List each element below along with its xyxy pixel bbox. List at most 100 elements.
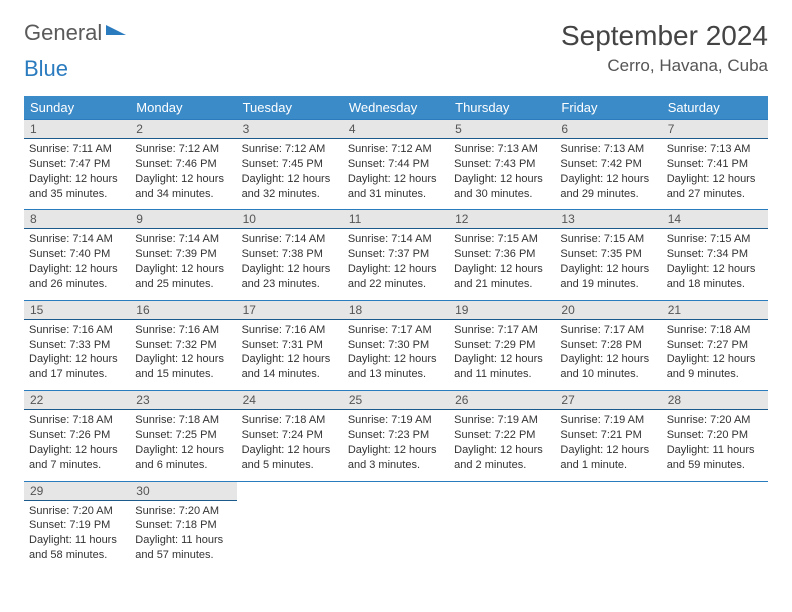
sunset: Sunset: 7:18 PM bbox=[135, 518, 231, 533]
day-cell: Sunrise: 7:20 AMSunset: 7:18 PMDaylight:… bbox=[130, 500, 236, 571]
day-number: 14 bbox=[662, 210, 768, 229]
sunrise: Sunrise: 7:19 AM bbox=[454, 413, 550, 428]
day-number: 7 bbox=[662, 120, 768, 139]
day-cell: Sunrise: 7:18 AMSunset: 7:26 PMDaylight:… bbox=[24, 410, 130, 481]
day-cell: Sunrise: 7:18 AMSunset: 7:25 PMDaylight:… bbox=[130, 410, 236, 481]
daylight: Daylight: 12 hours and 22 minutes. bbox=[348, 262, 444, 292]
sunrise: Sunrise: 7:18 AM bbox=[135, 413, 231, 428]
day-cell: Sunrise: 7:17 AMSunset: 7:29 PMDaylight:… bbox=[449, 319, 555, 390]
sunrise: Sunrise: 7:18 AM bbox=[242, 413, 338, 428]
daynum-row: 2930 bbox=[24, 481, 768, 500]
daylight: Daylight: 11 hours and 58 minutes. bbox=[29, 533, 125, 563]
daylight: Daylight: 11 hours and 59 minutes. bbox=[667, 443, 763, 473]
sunset: Sunset: 7:38 PM bbox=[242, 247, 338, 262]
sunset: Sunset: 7:19 PM bbox=[29, 518, 125, 533]
sunset: Sunset: 7:47 PM bbox=[29, 157, 125, 172]
sunset: Sunset: 7:27 PM bbox=[667, 338, 763, 353]
day-cell: Sunrise: 7:14 AMSunset: 7:39 PMDaylight:… bbox=[130, 229, 236, 300]
daylight: Daylight: 12 hours and 1 minute. bbox=[560, 443, 656, 473]
sunset: Sunset: 7:41 PM bbox=[667, 157, 763, 172]
sunrise: Sunrise: 7:13 AM bbox=[667, 142, 763, 157]
day-number: 1 bbox=[24, 120, 130, 139]
day-cell: Sunrise: 7:13 AMSunset: 7:43 PMDaylight:… bbox=[449, 139, 555, 210]
day-number: 27 bbox=[555, 391, 661, 410]
day-cell bbox=[662, 500, 768, 571]
sunrise: Sunrise: 7:14 AM bbox=[135, 232, 231, 247]
day-cell bbox=[237, 500, 343, 571]
day-cell: Sunrise: 7:12 AMSunset: 7:46 PMDaylight:… bbox=[130, 139, 236, 210]
sunset: Sunset: 7:39 PM bbox=[135, 247, 231, 262]
sunset: Sunset: 7:26 PM bbox=[29, 428, 125, 443]
sunset: Sunset: 7:20 PM bbox=[667, 428, 763, 443]
sunrise: Sunrise: 7:14 AM bbox=[29, 232, 125, 247]
sunset: Sunset: 7:44 PM bbox=[348, 157, 444, 172]
sunrise: Sunrise: 7:14 AM bbox=[242, 232, 338, 247]
day-cell: Sunrise: 7:14 AMSunset: 7:37 PMDaylight:… bbox=[343, 229, 449, 300]
day-number: 20 bbox=[555, 300, 661, 319]
dow-mon: Monday bbox=[130, 96, 236, 120]
day-number: 23 bbox=[130, 391, 236, 410]
daynum-row: 15161718192021 bbox=[24, 300, 768, 319]
logo-word1: General bbox=[24, 20, 102, 46]
title-block: September 2024 Cerro, Havana, Cuba bbox=[561, 20, 768, 76]
daylight: Daylight: 12 hours and 18 minutes. bbox=[667, 262, 763, 292]
daylight: Daylight: 12 hours and 7 minutes. bbox=[29, 443, 125, 473]
day-number: 18 bbox=[343, 300, 449, 319]
day-number: 9 bbox=[130, 210, 236, 229]
day-number: 6 bbox=[555, 120, 661, 139]
day-number: 29 bbox=[24, 481, 130, 500]
sunrise: Sunrise: 7:17 AM bbox=[454, 323, 550, 338]
day-number: 12 bbox=[449, 210, 555, 229]
day-cell: Sunrise: 7:16 AMSunset: 7:32 PMDaylight:… bbox=[130, 319, 236, 390]
day-cell: Sunrise: 7:17 AMSunset: 7:28 PMDaylight:… bbox=[555, 319, 661, 390]
daylight: Daylight: 12 hours and 6 minutes. bbox=[135, 443, 231, 473]
day-number: 16 bbox=[130, 300, 236, 319]
day-number: 19 bbox=[449, 300, 555, 319]
daylight: Daylight: 12 hours and 25 minutes. bbox=[135, 262, 231, 292]
day-number bbox=[237, 481, 343, 500]
week-row: Sunrise: 7:11 AMSunset: 7:47 PM Daylight:… bbox=[24, 139, 768, 210]
day-cell: Sunrise: 7:20 AMSunset: 7:20 PMDaylight:… bbox=[662, 410, 768, 481]
day-cell: Sunrise: 7:19 AMSunset: 7:21 PMDaylight:… bbox=[555, 410, 661, 481]
logo-word2: Blue bbox=[24, 56, 68, 81]
day-cell: Sunrise: 7:11 AMSunset: 7:47 PMDaylight:… bbox=[24, 139, 130, 210]
daylight: Daylight: 12 hours and 30 minutes. bbox=[454, 172, 550, 202]
sunset: Sunset: 7:33 PM bbox=[29, 338, 125, 353]
day-number: 15 bbox=[24, 300, 130, 319]
sunrise: Sunrise: 7:17 AM bbox=[348, 323, 444, 338]
month-title: September 2024 bbox=[561, 20, 768, 52]
sunset: Sunset: 7:23 PM bbox=[348, 428, 444, 443]
sunset: Sunset: 7:21 PM bbox=[560, 428, 656, 443]
sunset: Sunset: 7:29 PM bbox=[454, 338, 550, 353]
daylight: Daylight: 12 hours and 15 minutes. bbox=[135, 352, 231, 382]
dow-sun: Sunday bbox=[24, 96, 130, 120]
daylight: Daylight: 12 hours and 27 minutes. bbox=[667, 172, 763, 202]
week-row: Sunrise: 7:14 AMSunset: 7:40 PMDaylight:… bbox=[24, 229, 768, 300]
daylight: Daylight: 12 hours and 31 minutes. bbox=[348, 172, 444, 202]
sunrise: Sunrise: 7:15 AM bbox=[454, 232, 550, 247]
daylight: Daylight: 12 hours and 34 minutes. bbox=[135, 172, 231, 202]
daylight: Daylight: 12 hours and 11 minutes. bbox=[454, 352, 550, 382]
daylight: Daylight: 12 hours and 19 minutes. bbox=[560, 262, 656, 292]
day-cell: Sunrise: 7:12 AMSunset: 7:44 PMDaylight:… bbox=[343, 139, 449, 210]
sunrise: Sunrise: 7:17 AM bbox=[560, 323, 656, 338]
day-number: 10 bbox=[237, 210, 343, 229]
day-number: 28 bbox=[662, 391, 768, 410]
daylight: Daylight: 12 hours and 14 minutes. bbox=[242, 352, 338, 382]
sunset: Sunset: 7:36 PM bbox=[454, 247, 550, 262]
sunrise: Sunrise: 7:11 AM bbox=[29, 142, 125, 157]
day-cell: Sunrise: 7:13 AMSunset: 7:41 PMDaylight:… bbox=[662, 139, 768, 210]
sunset: Sunset: 7:28 PM bbox=[560, 338, 656, 353]
sunset: Sunset: 7:22 PM bbox=[454, 428, 550, 443]
daynum-row: 891011121314 bbox=[24, 210, 768, 229]
daylight: Daylight: 12 hours and 13 minutes. bbox=[348, 352, 444, 382]
sunrise: Sunrise: 7:18 AM bbox=[667, 323, 763, 338]
sunset: Sunset: 7:35 PM bbox=[560, 247, 656, 262]
dow-fri: Friday bbox=[555, 96, 661, 120]
daylight: Daylight: 12 hours and 10 minutes. bbox=[560, 352, 656, 382]
daylight: Daylight: 12 hours and 32 minutes. bbox=[242, 172, 338, 202]
logo: General bbox=[24, 20, 126, 46]
day-cell: Sunrise: 7:13 AMSunset: 7:42 PMDaylight:… bbox=[555, 139, 661, 210]
day-number bbox=[662, 481, 768, 500]
calendar-table: Sunday Monday Tuesday Wednesday Thursday… bbox=[24, 96, 768, 571]
